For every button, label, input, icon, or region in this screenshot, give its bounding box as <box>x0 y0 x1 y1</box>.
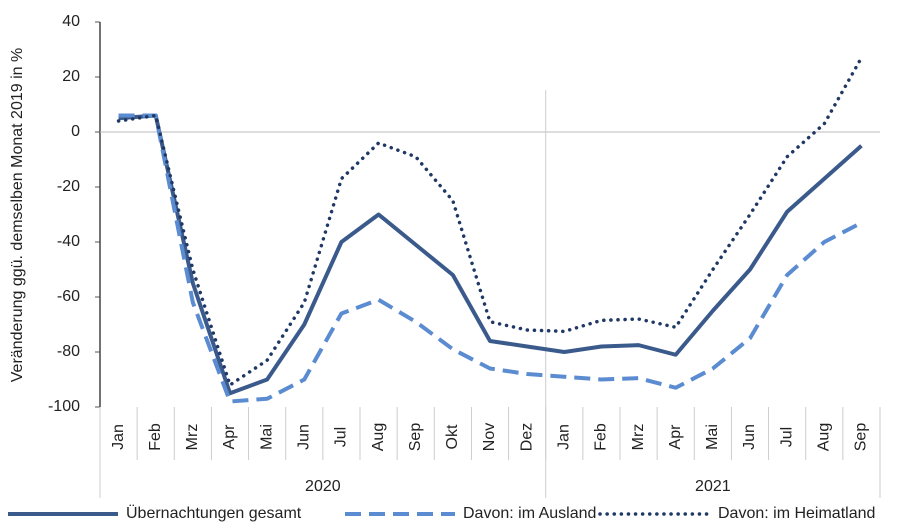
y-tick-label: -20 <box>57 178 80 195</box>
x-tick-label: Apr <box>667 424 684 450</box>
x-tick-label: Mai <box>258 424 275 450</box>
legend-label: Davon: im Heimatland <box>718 505 875 522</box>
x-tick-label: Jun <box>296 424 313 450</box>
y-tick-label: -100 <box>48 398 80 415</box>
x-tick-label: Okt <box>444 424 461 449</box>
x-tick-label: Feb <box>147 423 164 451</box>
x-tick-label: Sep <box>407 423 424 452</box>
x-tick-label: Jul <box>778 427 795 447</box>
y-tick-label: -80 <box>57 343 80 360</box>
legend-label: Übernachtungen gesamt <box>126 504 302 522</box>
y-tick-label: -60 <box>57 288 80 305</box>
x-tick-label: Feb <box>593 423 610 451</box>
x-tick-label: Aug <box>370 423 387 451</box>
group-label: 2020 <box>305 478 341 495</box>
group-label: 2021 <box>695 478 731 495</box>
x-tick-label: Mrz <box>630 424 647 451</box>
x-tick-label: Jan <box>110 424 127 450</box>
series-line <box>118 113 863 396</box>
x-tick-label: Apr <box>221 424 238 450</box>
x-tick-label: Sep <box>853 423 870 452</box>
x-tick-label: Mai <box>704 424 721 450</box>
x-tick-label: Jan <box>556 424 573 450</box>
series-line <box>118 113 863 404</box>
y-tick-label: 20 <box>62 68 80 85</box>
y-tick-label: 40 <box>62 13 80 30</box>
y-tick-label: -40 <box>57 233 80 250</box>
y-axis-label: Veränderung ggü. demselben Monat 2019 in… <box>9 48 26 382</box>
x-tick-label: Mrz <box>184 424 201 451</box>
x-tick-label: Dez <box>518 423 535 451</box>
series-line <box>116 56 864 387</box>
y-tick-label: 0 <box>71 123 80 140</box>
x-tick-label: Nov <box>481 423 498 451</box>
x-tick-label: Aug <box>816 423 833 451</box>
x-tick-label: Jun <box>741 424 758 450</box>
legend-label: Davon: im Ausland <box>463 505 596 522</box>
x-tick-label: Jul <box>333 427 350 447</box>
